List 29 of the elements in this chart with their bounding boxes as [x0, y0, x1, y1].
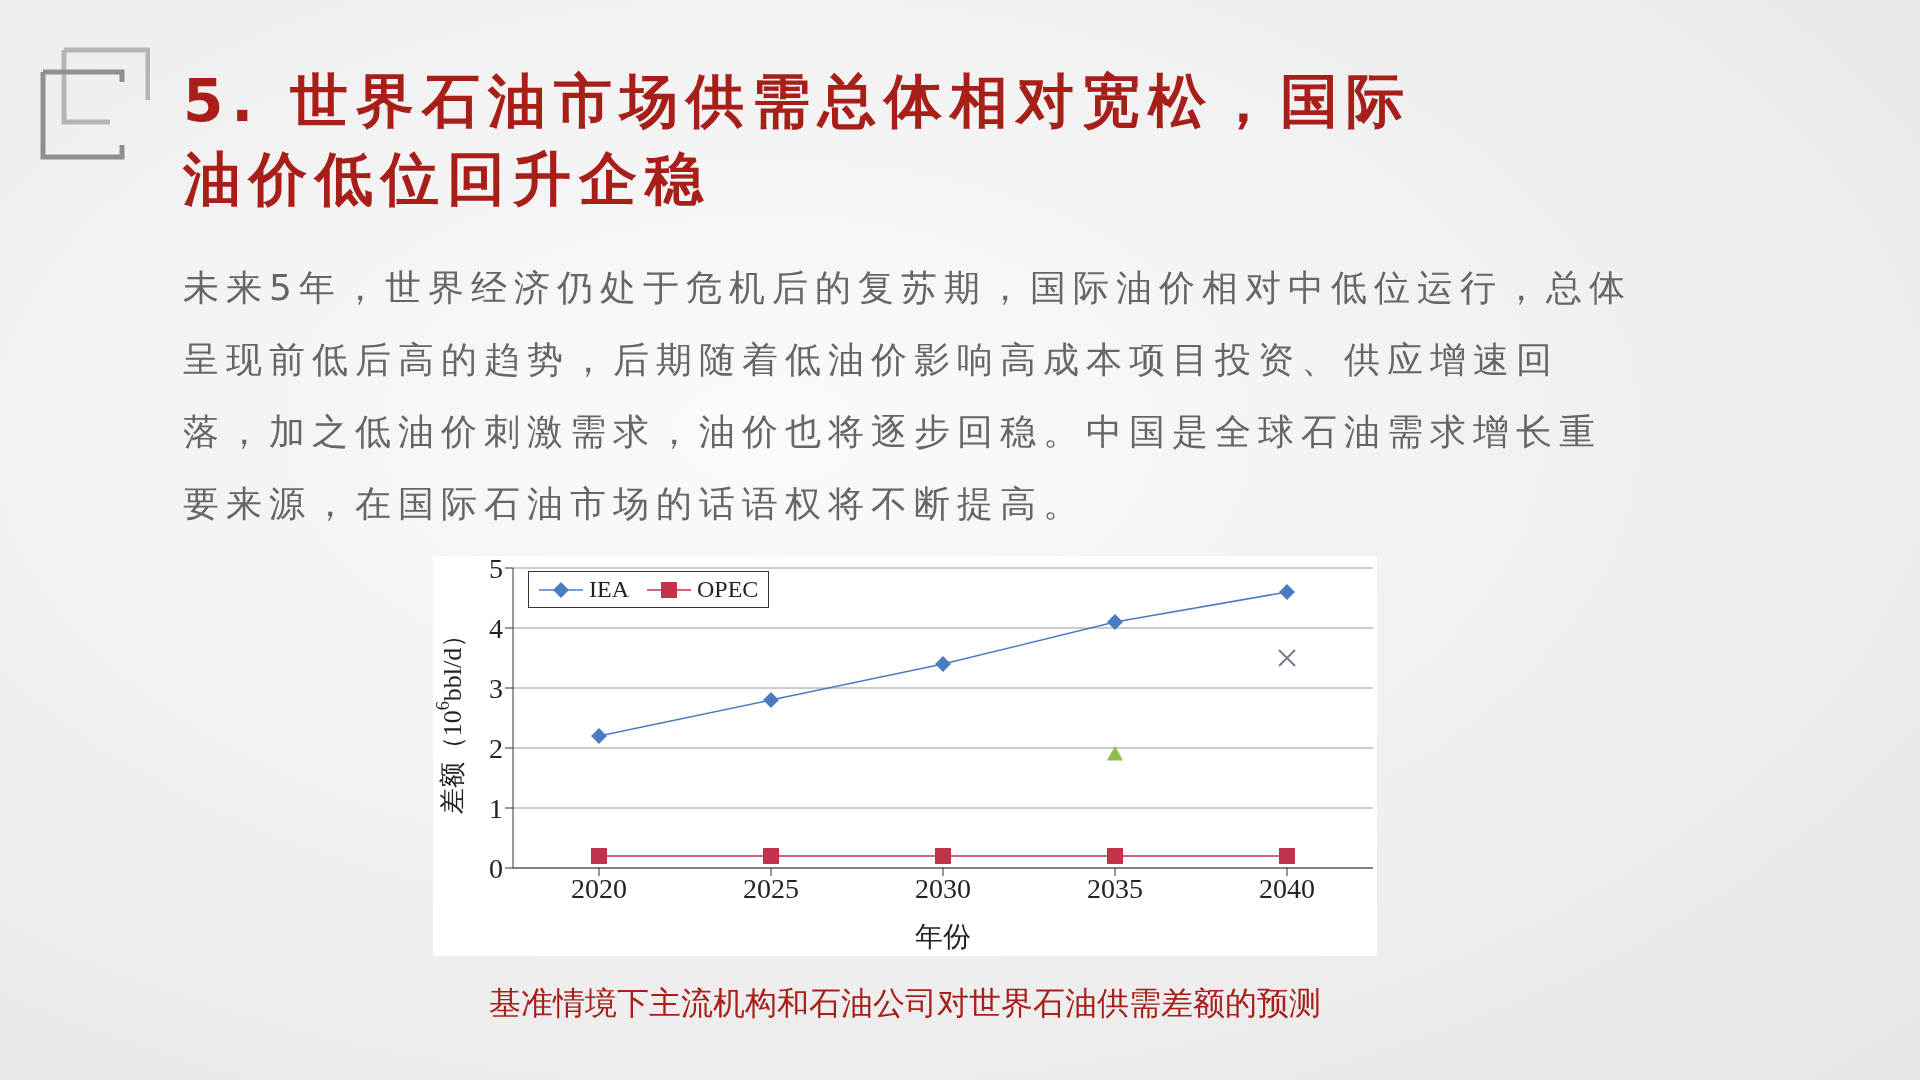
y-tick-label: 5 [489, 552, 503, 584]
y-tick-label: 3 [489, 672, 503, 704]
legend-label: IEA [588, 576, 629, 603]
x-tick-label: 2020 [571, 872, 627, 904]
x-axis-title: 年份 [915, 921, 971, 952]
point [1107, 746, 1123, 761]
chart-title: 5. 世界石油市场供需总体相对宽松，国际油价低位回升企稳 [183, 66, 1413, 215]
point [935, 848, 951, 864]
point [1107, 848, 1123, 864]
x-tick-label: 2030 [915, 872, 971, 904]
point [591, 848, 607, 864]
chart-subtitle: 未来5年，世界经济仍处于危机后的复苏期，国际油价相对中低位运行，总体呈现前低后高的趋势，后期随着低油价影响高成本项目投资、供应增速回落，加之低油价刺激需求，油价也将逐步回稳。中国是全球石油需求增长重要来源，在国际石油市场的话语权将不断提高。 [183, 266, 1633, 526]
legend-label: OPEC [696, 576, 759, 603]
y-tick-label: 2 [489, 732, 503, 764]
x-tick-label: 2035 [1087, 872, 1143, 904]
point [763, 848, 779, 864]
point [591, 728, 607, 744]
point [1279, 584, 1295, 600]
x-tick-label: 2025 [743, 872, 799, 904]
point [1279, 848, 1295, 864]
y-tick-label: 1 [489, 792, 503, 824]
point [763, 692, 779, 708]
point [935, 656, 951, 672]
text: 基准情境下主流机构和石油公司对世界石油供需差额的预测 [488, 983, 1322, 1024]
y-tick-label: 4 [489, 612, 503, 644]
point [1278, 649, 1296, 667]
x-tick-label: 2040 [1259, 872, 1315, 904]
y-tick-label: 0 [489, 852, 503, 884]
point [1107, 614, 1123, 630]
